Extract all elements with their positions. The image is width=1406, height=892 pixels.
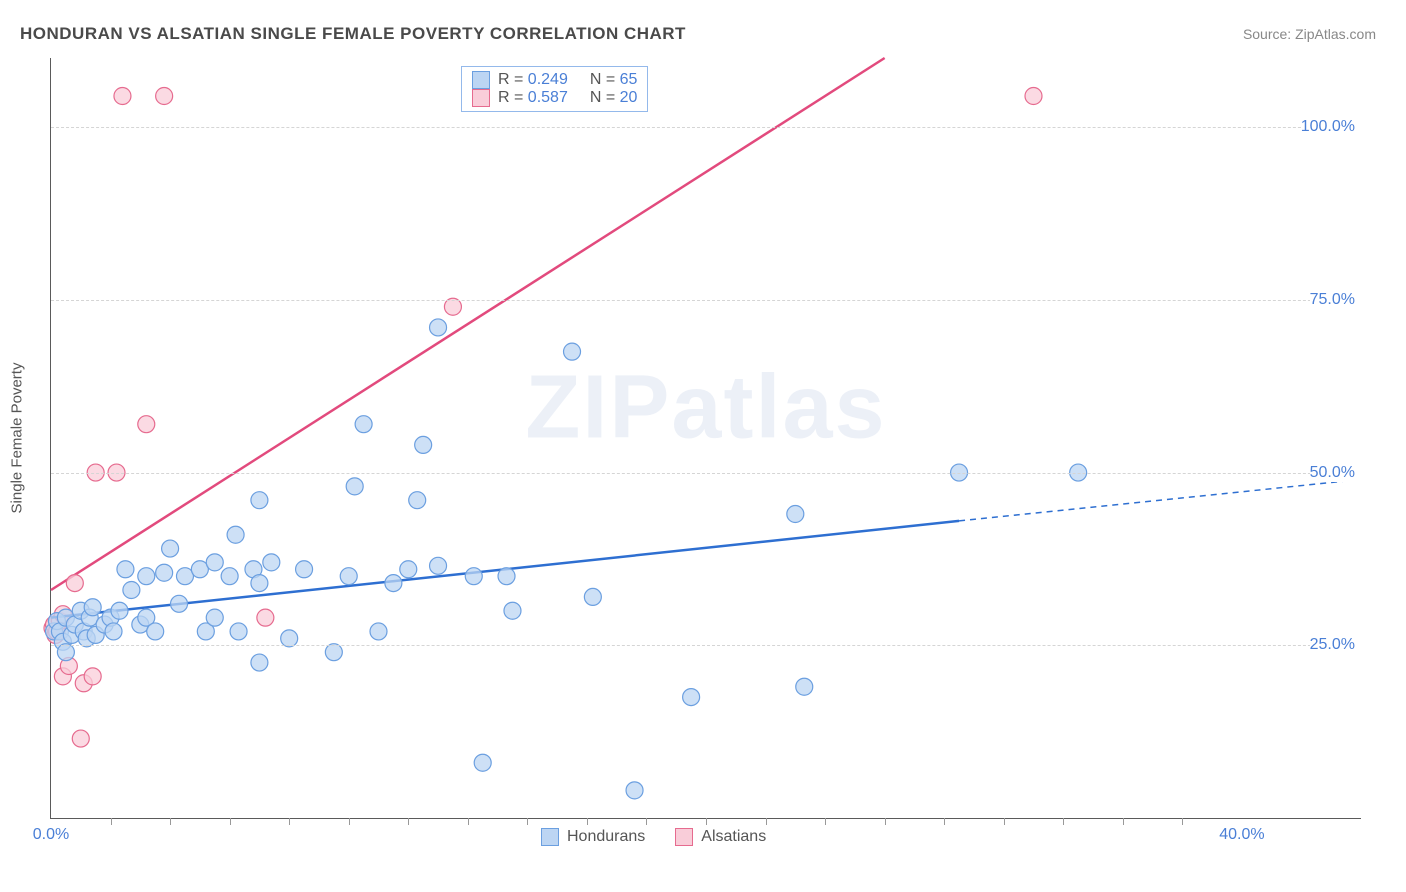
chart-svg xyxy=(51,58,1361,818)
x-tick-label: 40.0% xyxy=(1219,826,1264,844)
n-value-alsatians: 20 xyxy=(620,89,638,106)
x-minor-tick xyxy=(1063,818,1064,825)
legend-item-alsatians: Alsatians xyxy=(675,828,766,846)
legend-label-hondurans: Hondurans xyxy=(567,828,645,846)
legend-stats-row-alsatians: R = 0.587 N = 20 xyxy=(472,89,637,107)
x-minor-tick xyxy=(408,818,409,825)
chart-title: HONDURAN VS ALSATIAN SINGLE FEMALE POVER… xyxy=(20,24,686,44)
grid-line xyxy=(51,127,1361,128)
grid-line xyxy=(51,645,1361,646)
x-minor-tick xyxy=(1182,818,1183,825)
x-minor-tick xyxy=(230,818,231,825)
swatch-alsatians-bottom xyxy=(675,828,693,846)
x-minor-tick xyxy=(766,818,767,825)
legend-label-alsatians: Alsatians xyxy=(701,828,766,846)
x-tick-label: 0.0% xyxy=(33,826,69,844)
plot-area: ZIPatlas Single Female Poverty R = 0.249… xyxy=(50,58,1361,819)
legend-stats: R = 0.249 N = 65 R = 0.587 N = 20 xyxy=(461,66,648,112)
y-axis-label: Single Female Poverty xyxy=(9,363,26,514)
x-minor-tick xyxy=(527,818,528,825)
y-tick-label: 75.0% xyxy=(1310,291,1361,309)
y-tick-label: 25.0% xyxy=(1310,636,1361,654)
r-value-alsatians: 0.587 xyxy=(528,89,568,106)
x-minor-tick xyxy=(1123,818,1124,825)
x-minor-tick xyxy=(646,818,647,825)
y-tick-label: 50.0% xyxy=(1310,464,1361,482)
x-minor-tick xyxy=(468,818,469,825)
legend-bottom: Hondurans Alsatians xyxy=(541,828,766,846)
x-minor-tick xyxy=(1004,818,1005,825)
x-minor-tick xyxy=(289,818,290,825)
x-minor-tick xyxy=(170,818,171,825)
swatch-hondurans xyxy=(472,71,490,89)
x-minor-tick xyxy=(587,818,588,825)
x-minor-tick xyxy=(825,818,826,825)
x-minor-tick xyxy=(706,818,707,825)
y-tick-label: 100.0% xyxy=(1301,118,1361,136)
legend-stats-row-hondurans: R = 0.249 N = 65 xyxy=(472,71,637,89)
legend-item-hondurans: Hondurans xyxy=(541,828,645,846)
x-minor-tick xyxy=(944,818,945,825)
grid-line xyxy=(51,473,1361,474)
swatch-hondurans-bottom xyxy=(541,828,559,846)
x-minor-tick xyxy=(111,818,112,825)
swatch-alsatians xyxy=(472,89,490,107)
n-value-hondurans: 65 xyxy=(620,71,638,88)
x-minor-tick xyxy=(349,818,350,825)
grid-line xyxy=(51,300,1361,301)
x-minor-tick xyxy=(885,818,886,825)
r-value-hondurans: 0.249 xyxy=(528,71,568,88)
source-label: Source: ZipAtlas.com xyxy=(1243,26,1376,42)
